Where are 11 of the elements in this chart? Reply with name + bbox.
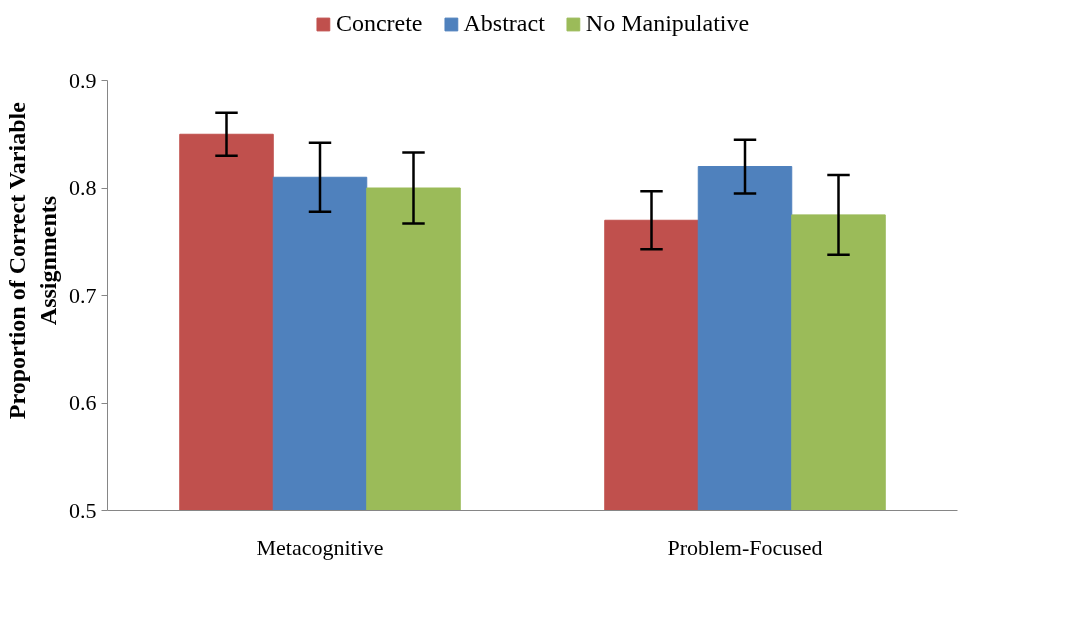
y-axis-title: Proportion of Correct Variable Assignments — [3, 101, 61, 420]
y-tick-label: 0.9 — [69, 67, 97, 93]
legend-label: No Manipulative — [585, 10, 750, 37]
x-tick-label: Problem-Focused — [667, 534, 823, 560]
y-tick-label: 0.6 — [69, 390, 97, 415]
y-tick-label: 0.5 — [69, 497, 97, 523]
y-tick-label: 0.7 — [69, 282, 97, 308]
x-tick-label: Metacognitive — [256, 534, 384, 560]
legend-label: Abstract — [463, 10, 545, 37]
y-tick-label: 0.8 — [69, 175, 97, 200]
legend-label: Concrete — [335, 10, 423, 37]
